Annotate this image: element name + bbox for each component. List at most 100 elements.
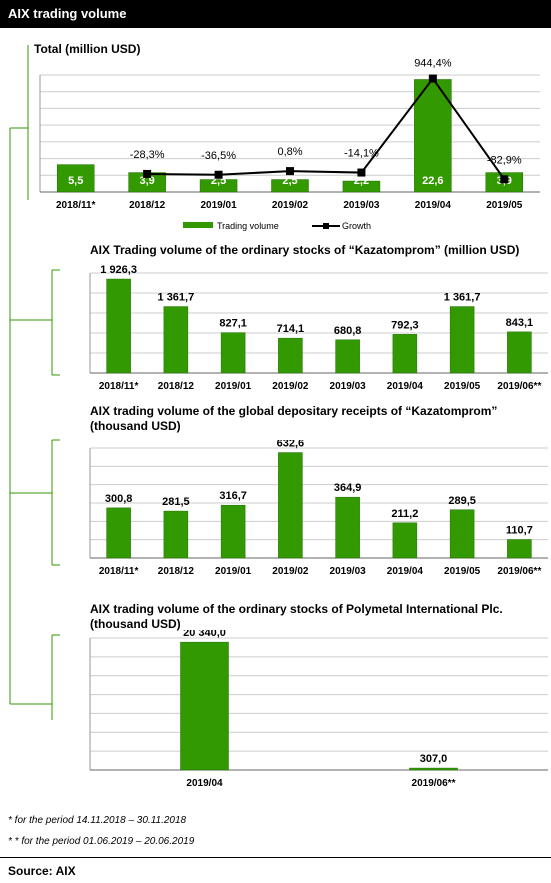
data-label: 1 361,7 [158,292,195,304]
data-label: 843,1 [506,317,534,329]
data-label: 680,8 [334,325,362,337]
chart-title-kazatomprom-stocks: AIX Trading volume of the ordinary stock… [90,243,520,257]
bar [449,306,475,374]
legend-label-trading-volume: Trading volume [217,221,279,231]
data-label: 364,9 [334,482,362,494]
footnote-1: * for the period 14.11.2018 – 30.11.2018 [8,815,187,826]
tick-label: 2019/05 [486,200,523,211]
bar [106,507,131,559]
data-label: 3,9 [139,175,154,187]
data-label: 827,1 [219,318,247,330]
data-label: 316,7 [219,490,247,502]
tick-label: 2019/05 [444,381,481,392]
divider [0,857,551,858]
chart-polymetal: 20 340,0 2019/04 307,0 2019/06** [89,630,548,789]
data-label: 792,3 [391,319,419,331]
chart-title-total: Total (million USD) [34,42,141,56]
data-label: 110,7 [506,525,533,537]
tick-label: 2019/04 [415,200,452,211]
bar [271,179,309,193]
bar [449,509,475,559]
tick-label: 2019/04 [387,381,424,392]
chart-title-polymetal: AIX trading volume of the ordinary stock… [90,602,503,631]
tick-label: 2019/02 [272,566,309,577]
growth-label: -28,3% [130,149,165,161]
bar [163,306,189,374]
bar [392,522,418,559]
bar [220,504,246,559]
tick-label: 2019/04 [387,566,424,577]
tick-label: 2019/02 [272,200,309,211]
bar [180,641,229,771]
tick-label: 2018/12 [129,200,166,211]
tick-label: 2019/03 [343,200,380,211]
growth-marker [357,168,366,177]
data-label: 22,6 [422,175,443,187]
data-label: 289,5 [448,495,476,507]
growth-marker [286,167,294,176]
data-label: 632,6 [277,440,305,450]
bar [163,510,189,559]
tick-label: 2019/06** [412,778,456,789]
tick-label: 2018/12 [158,566,195,577]
data-label: 307,0 [420,753,448,765]
growth-label: 944,4% [414,58,452,70]
tick-label: 2019/05 [444,566,481,577]
data-label: 2,5 [282,175,297,187]
bar [342,180,381,193]
footnote-2: * * for the period 01.06.2019 – 20.06.20… [8,836,195,847]
tick-label: 2019/01 [200,200,237,211]
bar [335,339,360,374]
chart-title-kazatomprom-gdr: AIX trading volume of the global deposit… [90,404,498,433]
source-note: Source: AIX [8,864,76,878]
tick-label: 2018/11* [56,200,96,211]
data-label: 5,5 [68,175,83,187]
tick-label: 2019/01 [215,566,252,577]
tick-label: 2019/02 [272,381,309,392]
bar [199,179,238,193]
growth-label: 0,8% [277,146,302,158]
growth-marker [214,170,223,179]
data-label: 1 361,7 [444,292,481,304]
bar [56,164,95,193]
page-title: AIX trading volume [8,6,127,21]
bar [335,496,360,559]
data-label: 281,5 [162,496,190,508]
tick-label: 2019/01 [215,381,252,392]
tick-label: 2019/06** [497,381,541,392]
tick-label: 2019/04 [186,778,223,789]
growth-marker [500,175,509,184]
chart-kazatomprom-stocks: 1 926,3 2018/11* 1 361,7 2018/12 827,1 2019/0… [89,264,548,392]
tick-label: 2018/11* [99,381,139,392]
bar [106,278,131,374]
growth-label: -82,9% [487,154,522,166]
legend-label-growth: Growth [342,221,371,231]
chart-total: 5,52018/11*3,92018/122,52019/012,52019/0… [39,58,540,231]
bar [507,539,532,559]
tick-label: 2019/03 [330,566,367,577]
bar [409,767,458,771]
footnotes: * for the period 14.11.2018 – 30.11.2018… [8,810,194,852]
data-label: 1 926,3 [100,264,137,276]
tick-label: 2019/03 [330,381,367,392]
tick-label: 2018/11* [99,566,139,577]
growth-label: -14,1% [344,148,379,160]
bar [392,334,418,374]
growth-label: -36,5% [201,150,236,162]
data-label: 300,8 [105,493,133,505]
data-label: 211,2 [391,508,418,520]
data-label: 714,1 [277,323,305,335]
data-label: 20 340,0 [183,630,226,639]
legend-swatch-trading-volume [183,222,213,228]
bar [220,332,246,374]
bar [278,452,303,559]
bar [414,79,452,193]
bar [278,337,303,374]
growth-marker [143,169,152,178]
header-bar: AIX trading volume [0,0,551,28]
tick-label: 2019/06** [497,566,541,577]
growth-line [147,76,506,180]
legend-swatch-growth-marker [323,223,329,229]
growth-marker [428,74,437,83]
section-bracket [9,45,60,720]
